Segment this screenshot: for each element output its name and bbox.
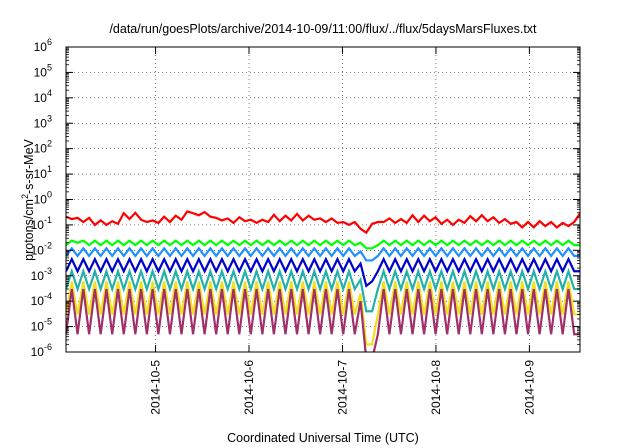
series-line	[66, 239, 580, 250]
y-tick-label: 10-5	[31, 317, 52, 334]
series-line	[66, 210, 580, 235]
y-tick-label: 10-6	[31, 342, 52, 359]
chart-title: /data/run/goesPlots/archive/2014-10-09/1…	[109, 22, 537, 36]
series-line	[66, 256, 580, 288]
series-group	[66, 210, 580, 352]
y-tick-labels: 10-6 10-5 10-4 10-3 10-2 10-1 100 101 102 103 104 1…	[31, 37, 52, 359]
y-tick-label: 100	[34, 190, 52, 207]
x-tick-labels: 2014-10-5 2014-10-6 2014-10-7 2014-10-8 2014…	[149, 360, 537, 415]
series-line	[66, 288, 580, 352]
x-axis-label: Coordinated Universal Time (UTC)	[227, 431, 419, 445]
y-tick-label: 101	[34, 164, 52, 181]
series-line	[66, 267, 580, 313]
y-tick-label: 10-3	[31, 266, 52, 283]
y-tick-label: 105	[34, 62, 52, 79]
series-line	[66, 281, 580, 346]
y-tick-label: 10-2	[31, 240, 52, 257]
y-tick-label: 106	[34, 37, 52, 54]
x-tick-label: 2014-10-6	[242, 360, 256, 415]
y-axis-label: protons/cm2-s-sr-MeV	[20, 138, 36, 260]
x-tick-label: 2014-10-9	[522, 360, 536, 415]
y-tick-label: 102	[34, 139, 52, 156]
y-tick-label: 103	[34, 113, 52, 130]
axis-ticks	[66, 46, 580, 353]
y-tick-label: 10-1	[31, 215, 52, 232]
x-tick-label: 2014-10-7	[335, 360, 349, 415]
series-line	[66, 246, 580, 262]
y-tick-label: 104	[34, 88, 52, 105]
x-tick-label: 2014-10-5	[149, 360, 163, 415]
y-tick-label: 10-4	[31, 291, 52, 308]
x-tick-label: 2014-10-8	[429, 360, 443, 415]
